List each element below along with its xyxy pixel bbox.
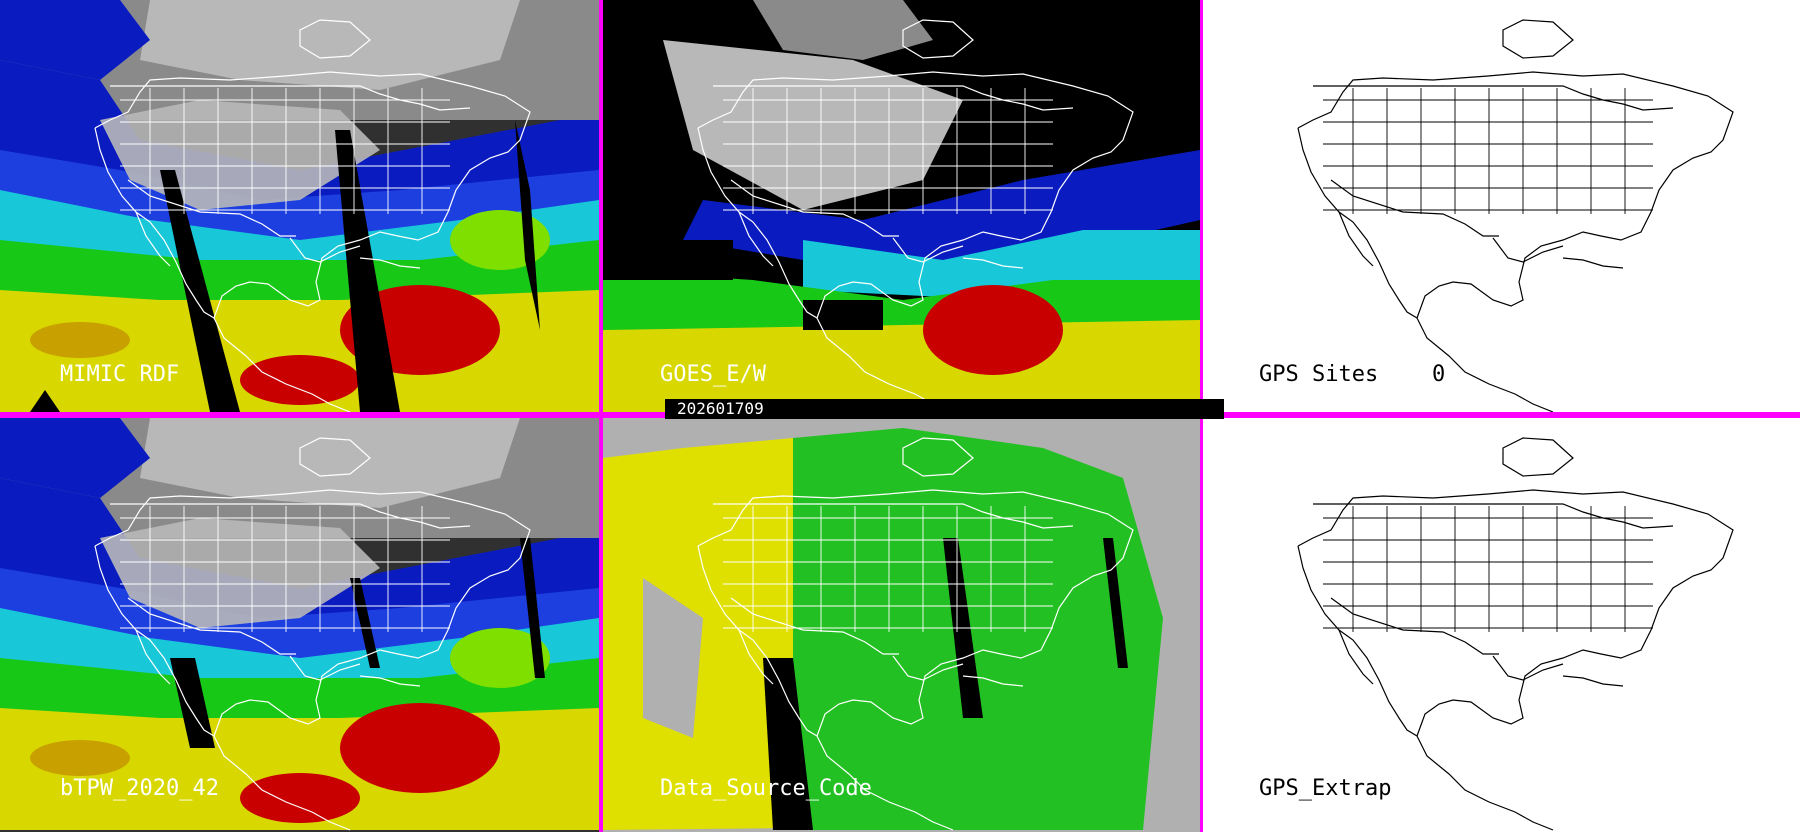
missing-data-swath [30,390,60,412]
cuba-outline [962,675,1024,687]
gulf-coast [892,655,964,681]
panel-goes: GOES_E/W [603,0,1200,412]
hudson-bay [1502,19,1574,59]
gulf-coast [1492,655,1564,681]
source-region-b [793,428,1163,830]
hudson-bay [902,437,974,477]
baja-coastline [738,211,774,267]
missing-data-swath [515,120,540,330]
blue-band [0,0,150,80]
timestamp-bar: 202601709 [665,399,1224,419]
map-data-source-code [603,418,1200,832]
baja-coastline [135,211,171,267]
gulf-coast [289,655,361,681]
no-data [603,240,733,280]
cuba-outline [1562,675,1624,687]
west-coastline [1297,127,1418,319]
cuba-outline [359,257,421,269]
panel-label: bTPW_2020_42 [60,776,219,801]
map-gps-extrap [1203,418,1800,832]
map-mimic-rdf [0,0,599,412]
gps-site-count: 0 [1432,362,1446,387]
cuba-outline [962,257,1024,269]
orange-region [30,322,130,358]
west-coastline [697,545,818,737]
state-lines [723,506,1053,632]
lime-region [450,628,550,688]
gray-region [753,0,933,60]
missing-data-swath [335,130,400,412]
gulf-coast [892,237,964,263]
panel-mimic-rdf: MIMIC RDF [0,0,599,412]
blue-band [0,418,150,498]
gap-region [643,578,703,738]
missing-data [763,658,813,830]
hudson-bay [902,19,974,59]
missing-data-swath [170,658,215,748]
coastline-layer [94,19,531,412]
blue-region [683,150,1200,260]
continental-dry-air [100,518,380,628]
panel-label: GPS_Extrap [1259,776,1392,801]
panel-btpw: bTPW_2020_42 [0,418,599,832]
baja-coastline [135,629,171,685]
gray-region [663,40,963,210]
baja-coastline [1338,629,1374,685]
gray-band [140,0,520,90]
missing-data-swath [520,538,545,678]
red-region [340,703,500,793]
west-coastline [697,127,818,319]
gray-band [140,418,520,508]
map-gps-sites [1203,0,1800,412]
panel-gps-extrap: GPS_Extrap [1203,418,1800,832]
baja-coastline [1338,211,1374,267]
west-coastline [94,127,215,319]
panel-label: Data_Source_Code [660,776,872,801]
missing-data-swath [350,578,380,668]
hudson-bay [1502,437,1574,477]
state-lines [1323,88,1653,214]
missing-data-swath [160,170,240,412]
panel-gps-sites: GPS Sites 0 [1203,0,1800,412]
hudson-bay [299,19,371,59]
state-lines [1323,506,1653,632]
gulf-coast [1492,237,1564,263]
west-coastline [1297,545,1418,737]
no-data [803,300,883,330]
panel-label: GPS Sites [1259,362,1379,387]
background [1203,418,1800,832]
state-lines [120,506,450,632]
panel-label: MIMIC RDF [60,362,180,387]
panel-label: GOES_E/W [660,362,766,387]
baja-coastline [738,629,774,685]
background [1203,0,1800,412]
west-coastline [94,545,215,737]
gulf-coast [289,237,361,263]
red-region [923,285,1063,375]
orange-region [30,740,130,776]
red-region [240,355,360,405]
cuba-outline [1562,257,1624,269]
coastline-layer [1297,437,1734,831]
hudson-bay [299,437,371,477]
state-lines [723,88,1053,214]
map-btpw [0,418,599,832]
map-goes [603,0,1200,412]
cuba-outline [359,675,421,687]
panel-data-source-code: Data_Source_Code [603,418,1200,832]
red-region [240,773,360,823]
state-lines [120,88,450,214]
